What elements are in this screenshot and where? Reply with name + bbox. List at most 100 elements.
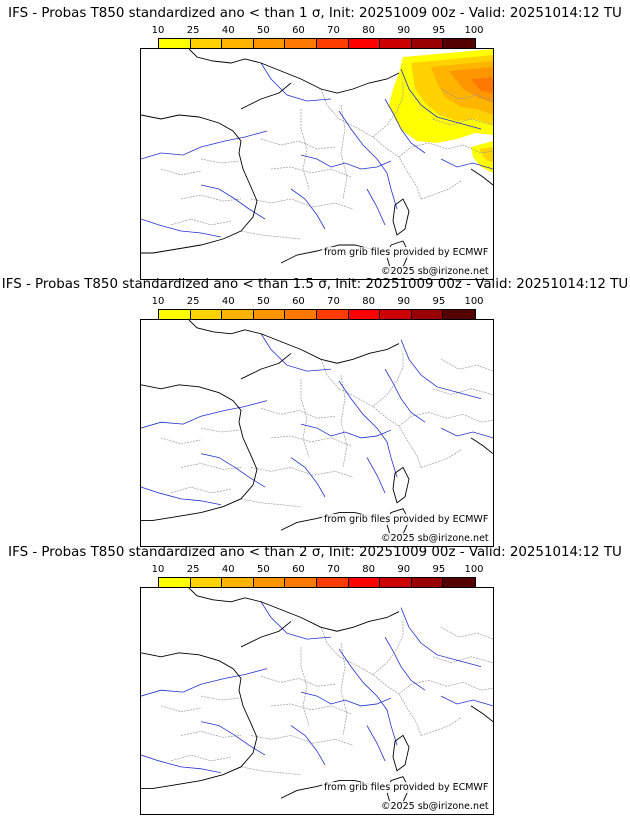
rivers: [141, 601, 493, 774]
map-canvas: [141, 320, 493, 539]
border-line: [300, 646, 310, 726]
river-line: [290, 725, 326, 766]
border-line: [200, 427, 240, 433]
border-line: [440, 627, 493, 640]
border-line: [432, 118, 493, 126]
border-line: [300, 109, 310, 190]
coastline: [470, 437, 493, 454]
border-line: [240, 498, 302, 508]
colorbar-tick-label: 40: [221, 296, 235, 307]
probability-shading: [389, 49, 493, 173]
river-line: [290, 457, 326, 498]
border-line: [398, 412, 493, 427]
colorbar-segment: [316, 39, 349, 48]
data-credit: from grib files provided by ECMWF: [322, 782, 491, 793]
border-line: [420, 717, 462, 736]
river-line: [200, 453, 266, 488]
rivers: [141, 333, 493, 506]
river-line: [200, 184, 266, 220]
panel-title: IFS - Probas T850 standardized ano < tha…: [8, 6, 622, 21]
border-line: [320, 627, 422, 736]
river-line: [400, 607, 482, 667]
border-line: [372, 81, 404, 138]
colorbar-ticks: 10 25 40 50 60 70 80 90 95 100: [152, 25, 484, 37]
river-line: [141, 400, 268, 429]
colorbar-ticks: 10 25 40 50 60 70 80 90 95 100: [152, 564, 484, 576]
colorbar-tick-label: 60: [292, 564, 305, 575]
river-line: [366, 188, 386, 226]
colorbar-tick-label: 90: [397, 296, 411, 307]
river-line: [366, 457, 386, 494]
border-line: [420, 180, 462, 200]
copyright-text: ©2025 sb@irizone.net: [379, 801, 491, 812]
border-line: [270, 703, 352, 715]
coastlines: [141, 320, 493, 539]
border-line: [398, 680, 493, 695]
data-credit: from grib files provided by ECMWF: [322, 514, 491, 525]
colorbar-segment: [380, 578, 412, 587]
colorbar-tick-label: 80: [362, 25, 376, 36]
border-line: [340, 642, 348, 736]
border-line: [250, 198, 354, 210]
border-line: [372, 619, 404, 675]
colorbar-tick-label: 40: [221, 25, 235, 36]
colorbar-segment: [316, 578, 349, 587]
border-line: [260, 408, 336, 419]
colorbar-tick-label: 100: [464, 564, 484, 575]
border-line: [340, 104, 348, 200]
border-line: [260, 138, 336, 150]
colorbar-segment: [159, 578, 191, 587]
colorbar-segment: [380, 39, 412, 48]
border-line: [320, 359, 422, 468]
colorbar-segment: [159, 39, 191, 48]
coastline: [320, 72, 400, 94]
colorbar-segment: [348, 578, 381, 587]
colorbar-segment: [253, 39, 286, 48]
coastline: [240, 82, 292, 110]
river-line: [200, 721, 266, 756]
border-line: [170, 486, 232, 494]
colorbar-segment: [222, 39, 254, 48]
colorbar-segment: [222, 310, 254, 319]
river-line: [141, 130, 268, 160]
border-line: [180, 463, 242, 470]
map-view[interactable]: from grib files provided by ECMWF ©2025 …: [140, 587, 494, 815]
colorbar-segment: [348, 310, 381, 319]
border-line: [170, 218, 232, 226]
river-line: [260, 601, 332, 640]
coastline: [141, 114, 258, 254]
border-line: [160, 705, 202, 713]
border-line: [250, 735, 354, 746]
admin-borders: [160, 351, 493, 508]
river-line: [400, 68, 482, 130]
colorbar-segment: [253, 310, 286, 319]
colorbar-tick-label: 10: [151, 25, 165, 36]
colorbar-tick-label: 60: [292, 296, 305, 307]
river-line: [440, 158, 493, 170]
colorbar-tick-label: 70: [327, 296, 340, 307]
border-line: [200, 695, 240, 701]
colorbar-tick-label: 95: [432, 25, 446, 36]
river-line: [400, 339, 482, 399]
colorbar-segment: [443, 578, 475, 587]
colorbar-tick-label: 100: [464, 25, 484, 36]
colorbar-segment: [222, 578, 254, 587]
map-view[interactable]: from grib files provided by ECMWF ©2025 …: [140, 48, 494, 280]
colorbar-segment: [348, 39, 381, 48]
river-line: [141, 218, 222, 238]
map-view[interactable]: from grib files provided by ECMWF ©2025 …: [140, 319, 494, 547]
colorbar-segment: [411, 39, 444, 48]
border-line: [372, 351, 404, 407]
colorbar-tick-label: 50: [256, 296, 270, 307]
river-line: [260, 62, 332, 102]
border-line: [180, 194, 242, 202]
river-line: [260, 333, 332, 372]
border-line: [160, 168, 202, 176]
river-line: [300, 423, 392, 439]
colorbar-segment: [285, 310, 317, 319]
river-line: [384, 98, 426, 154]
colorbar-tick-label: 90: [397, 564, 411, 575]
colorbar-segment: [190, 39, 223, 48]
map-canvas: [141, 588, 493, 807]
river-line: [440, 427, 493, 439]
